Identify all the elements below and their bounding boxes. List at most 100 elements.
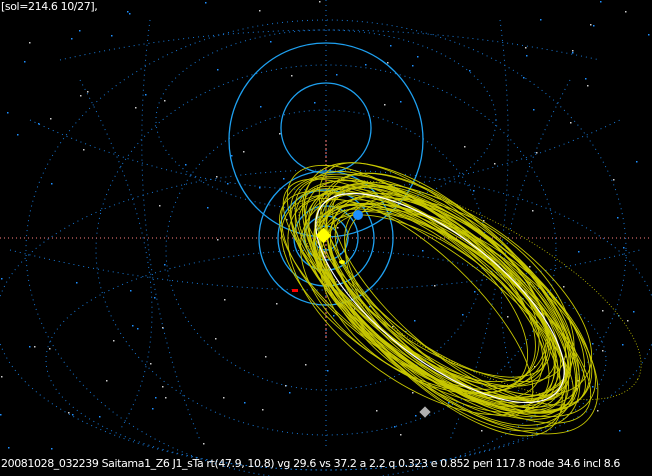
meteor-orbit [294,177,550,407]
meteor-orbit [325,173,570,400]
star [384,104,386,106]
solar-longitude-label: [sol=214.6 10/27], [1,0,98,13]
star [286,219,288,221]
meteor-orbit [279,190,567,412]
star [390,45,392,47]
meteor-orbit [345,199,575,398]
mars-marker [292,289,298,292]
star [600,1,602,3]
star [627,320,629,322]
star [155,397,157,399]
meteor-orbits [279,162,642,437]
star [154,297,156,299]
star [99,416,101,418]
star [50,118,52,120]
meteor-orbit [318,206,559,413]
star [260,106,262,108]
star [305,364,307,366]
star [648,34,650,36]
star [327,370,329,372]
star [291,75,293,77]
star [87,91,89,93]
star [162,327,164,329]
star [536,152,538,154]
star [414,320,416,322]
star [71,38,73,40]
star [619,430,621,432]
star [185,164,187,166]
star [224,299,226,301]
star [533,109,535,111]
star [164,100,166,102]
star [113,340,115,342]
orbit-parameters-label: 20081028_032239 Saitama1_Z6 J1_sTa rt(47… [1,457,621,470]
meteor-orbit [298,197,574,411]
star [7,112,9,114]
star [576,388,578,390]
star [319,1,321,3]
meteor-orbit [304,186,536,390]
star [243,151,245,153]
star [265,356,267,358]
star [150,363,152,365]
star [337,227,339,229]
meteor-orbit [314,183,581,429]
star [137,328,139,330]
star [51,183,53,185]
star [283,178,285,180]
star [314,102,316,104]
star [483,220,485,222]
radiant-marker [419,406,431,418]
star [17,134,19,136]
mean-orbit [315,192,565,404]
star [259,187,261,189]
star [34,346,36,348]
star [216,176,218,178]
star [392,326,394,328]
star [625,11,627,13]
star [400,101,402,103]
star [570,122,572,124]
star [602,310,604,312]
star [270,41,272,43]
meteor-orbit [304,179,544,399]
sun-icon [315,227,332,244]
star [572,50,574,52]
meteor-orbit [308,199,534,417]
star [526,55,528,57]
star [164,264,166,266]
star [217,239,219,241]
star [276,303,278,305]
star [622,344,624,346]
star [152,408,154,410]
star [602,350,604,352]
star [585,78,587,80]
star [415,415,417,417]
star [289,392,291,394]
star [613,179,615,181]
star [469,70,471,72]
star [507,316,509,318]
star [572,52,574,54]
star [567,430,569,432]
star [285,385,287,387]
star [79,30,81,32]
star [400,434,402,436]
star [68,412,70,414]
star [0,414,2,416]
star [434,285,436,287]
star [587,85,589,87]
star [279,133,281,135]
star [159,205,161,207]
star [412,392,414,394]
star [262,409,264,411]
star [592,343,594,345]
star [205,2,207,4]
star [324,251,326,253]
star [165,397,167,399]
star [106,380,108,382]
star [132,325,134,327]
star [231,155,233,157]
